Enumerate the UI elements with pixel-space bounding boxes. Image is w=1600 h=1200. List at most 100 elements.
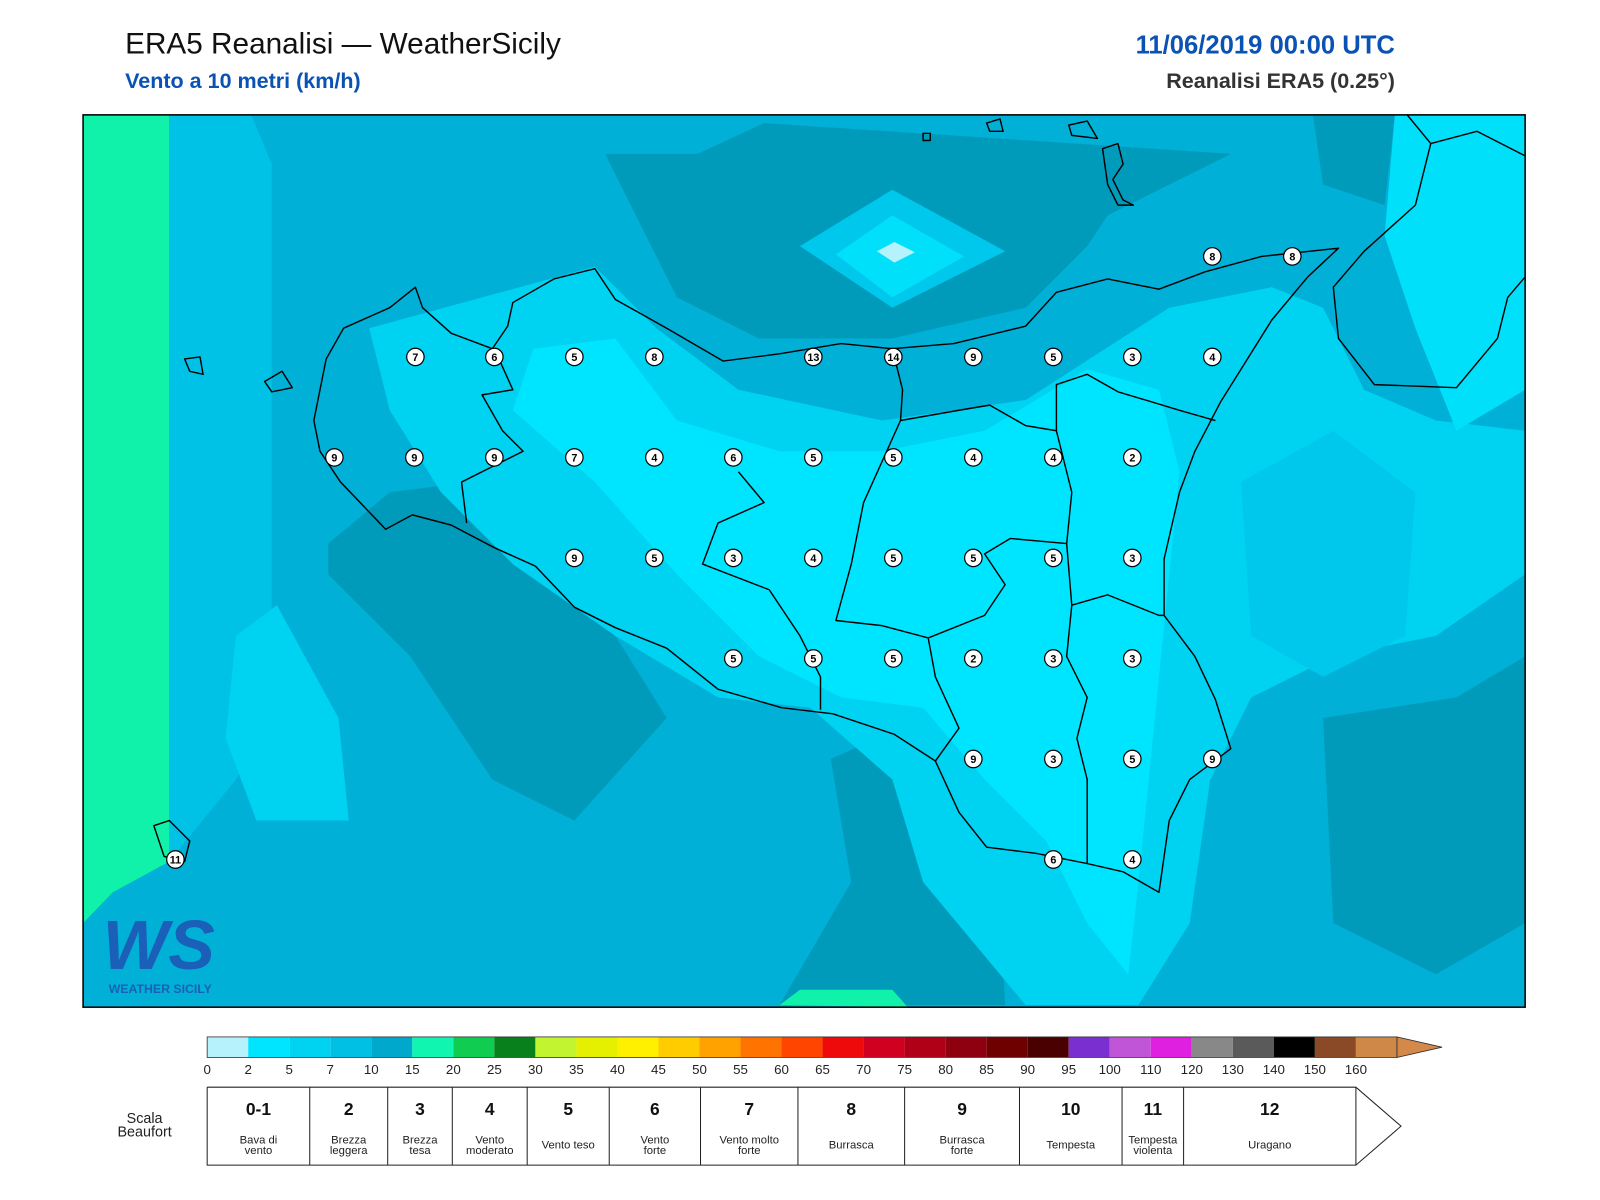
station-marker [565, 347, 584, 367]
colorbar-tick-label: 120 [1181, 1062, 1203, 1077]
colorbar-box [904, 1036, 946, 1058]
colorbar-tick-label: 150 [1304, 1062, 1326, 1077]
station-marker [406, 347, 425, 367]
beaufort-force: 7 [744, 1099, 754, 1119]
station-value: 11 [170, 855, 181, 867]
station-value: 6 [730, 453, 736, 465]
station-marker [325, 448, 344, 467]
beaufort-label: violenta [1133, 1145, 1173, 1157]
colorbar-tick-label: 45 [651, 1062, 666, 1077]
station-value: 3 [1129, 352, 1135, 364]
station-value: 9 [331, 453, 337, 465]
colorbar-box [945, 1036, 987, 1058]
beaufort-force: 9 [957, 1099, 967, 1119]
colorbar-tick-label: 55 [733, 1062, 748, 1077]
station-marker [1044, 850, 1063, 869]
station-marker [565, 548, 584, 568]
province-border [835, 348, 960, 762]
station-value: 5 [890, 654, 896, 666]
station-marker [1282, 247, 1302, 266]
station-marker [565, 448, 584, 467]
station-value: 2 [970, 654, 976, 666]
colorbar-tick-label: 15 [405, 1062, 420, 1077]
station-marker [405, 448, 424, 467]
station-marker [1122, 448, 1142, 467]
station-value: 6 [1050, 855, 1056, 867]
colorbar-tick-label: 50 [692, 1062, 707, 1077]
province-border [460, 348, 524, 524]
station-marker [963, 649, 983, 668]
map-frame [82, 114, 1526, 1008]
station-marker [1202, 749, 1222, 769]
colorbar-tick-label: 80 [938, 1062, 953, 1077]
colorbar-tick-label: 25 [487, 1062, 502, 1077]
province-border [1065, 605, 1088, 864]
beaufort-title: Beaufort [117, 1124, 171, 1140]
logo: WS WEATHER SICILY [103, 906, 215, 996]
wind-field [1384, 114, 1526, 431]
station-value: 5 [1129, 754, 1135, 766]
station-value: 4 [810, 553, 816, 565]
station-marker [883, 649, 903, 668]
colorbar-box [699, 1036, 741, 1058]
colorbar-tick-label: 5 [286, 1062, 293, 1077]
station-marker [883, 448, 903, 467]
station-marker [803, 347, 823, 367]
station-value: 3 [1129, 553, 1135, 565]
beaufort-label: forte [951, 1145, 974, 1157]
station-marker [1202, 247, 1222, 266]
province-border [900, 373, 1216, 432]
province-border [1065, 543, 1165, 617]
colorbar-box [330, 1036, 372, 1058]
beaufort-label: Vento molto [719, 1135, 779, 1147]
colorbar-tick-label: 20 [446, 1062, 461, 1077]
station-marker [883, 548, 903, 568]
colorbar-tick-label: 7 [327, 1062, 334, 1077]
station-marker [1202, 347, 1222, 367]
station-marker [963, 347, 983, 367]
station-value: 4 [970, 453, 976, 465]
colorbar-box [1191, 1036, 1233, 1058]
island [153, 118, 1135, 863]
province-border [701, 471, 822, 710]
station-marker [1122, 548, 1142, 568]
wind-field [512, 338, 1180, 975]
wind-field [1323, 656, 1526, 975]
beaufort-force: 10 [1061, 1099, 1080, 1119]
colorbar-tick-label: 0 [203, 1062, 210, 1077]
beaufort-force: 4 [485, 1099, 495, 1119]
colorbar-box [412, 1036, 454, 1058]
colorbar-box [1355, 1036, 1397, 1058]
colorbar-box [1314, 1036, 1356, 1058]
station-value: 5 [1050, 553, 1056, 565]
wind-field [1312, 114, 1395, 206]
station-marker [1044, 448, 1063, 467]
station-value: 7 [412, 352, 418, 364]
station-marker [803, 448, 823, 467]
station-value: 8 [1209, 252, 1215, 264]
beaufort-force: 0-1 [246, 1099, 271, 1119]
colorbar-box [494, 1036, 536, 1058]
station-value: 3 [1050, 654, 1056, 666]
station-marker [963, 448, 983, 467]
station-marker [1122, 347, 1142, 367]
station-value: 4 [651, 453, 657, 465]
beaufort-force: 2 [344, 1099, 354, 1119]
colorbar-tick-label: 95 [1061, 1062, 1076, 1077]
logo-text: WEATHER SICILY [109, 982, 212, 996]
station-marker [1044, 649, 1063, 668]
station-value: 5 [810, 453, 816, 465]
station-value: 4 [1129, 855, 1135, 867]
calabria-coastline [1430, 130, 1526, 157]
station-value: 3 [730, 553, 736, 565]
station-marker [803, 548, 823, 568]
station-marker [723, 649, 743, 668]
station-marker [1044, 347, 1063, 367]
beaufort-force: 5 [563, 1099, 573, 1119]
station-value: 3 [1129, 654, 1135, 666]
stations: 7 6 5 8 13 14 9 5 3 4 8 8 9 9 9 7 4 6 5 5 4 4 2 9 5 3 4 5 5 5 3 5 5 5 2 3 3 9… [166, 247, 1302, 869]
colorbar-tick-label: 65 [815, 1062, 830, 1077]
wind-field [876, 242, 915, 263]
colorbar-tick-label: 30 [528, 1062, 543, 1077]
